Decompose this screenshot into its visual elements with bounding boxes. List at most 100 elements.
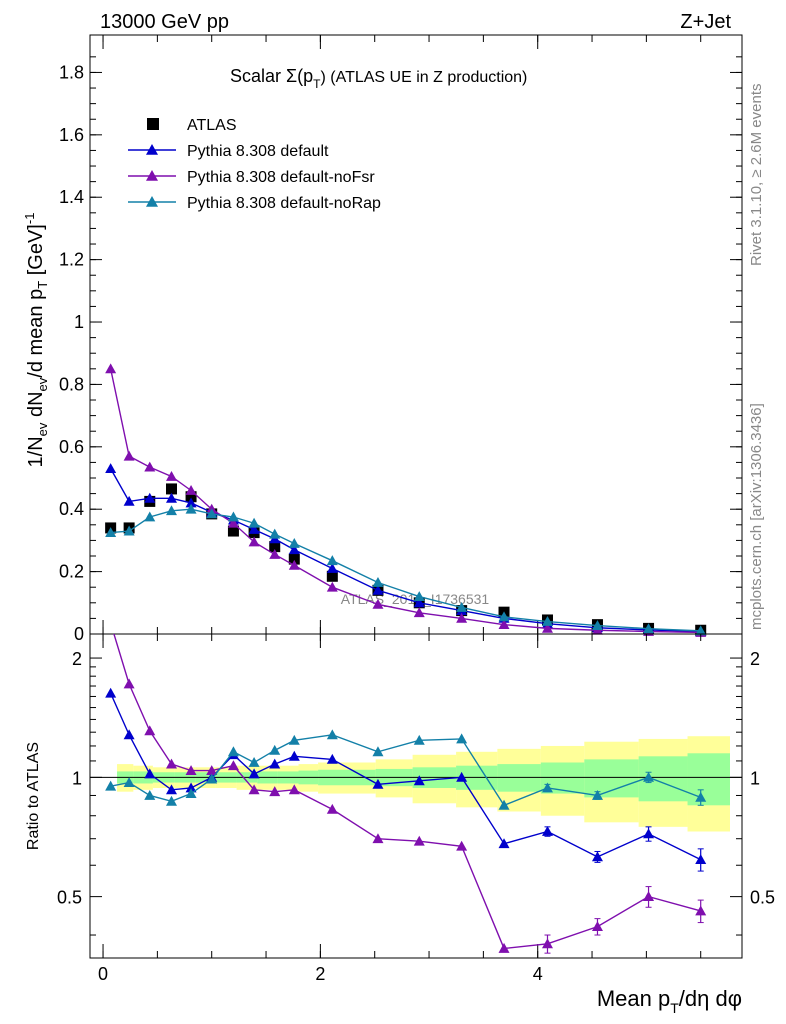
ratio-data-point [105, 618, 116, 628]
ratio-data-point [269, 744, 281, 755]
ratio-data-point [456, 733, 468, 744]
header-left: 13000 GeV pp [100, 11, 229, 33]
title-tail: ) (ATLAS UE in Z production) [321, 69, 528, 86]
data-point [166, 483, 177, 495]
ratio-data-point [166, 784, 177, 795]
ratio-data-point [269, 758, 281, 769]
ratio-plot-frame [89, 633, 743, 959]
data-point [248, 536, 260, 547]
data-point [591, 620, 603, 630]
data-point [456, 601, 468, 612]
data-point [105, 527, 117, 538]
data-point [166, 492, 177, 503]
series-3 [105, 503, 707, 636]
data-point [123, 450, 135, 461]
data-point [123, 525, 135, 536]
data-point [269, 528, 281, 539]
data-point [269, 541, 281, 553]
ratio-data-point [643, 828, 655, 839]
ratio-data-point [591, 851, 603, 862]
data-point [326, 570, 338, 582]
ratio-series-0 [105, 687, 707, 872]
data-point [269, 548, 281, 559]
ratio-data-point [227, 760, 239, 771]
data-point [227, 517, 239, 528]
ratio-data-point [456, 771, 468, 782]
data-point [413, 597, 425, 608]
main-plot-panel: 00.20.40.60.811.21.41.61.8 ATLAS_2019_I1… [22, 34, 743, 644]
x-tick-label: 0 [98, 964, 108, 984]
data-point [185, 491, 197, 503]
ratio-data-point [206, 765, 218, 775]
y-tick-label: 0.8 [59, 374, 84, 394]
x-tick-label: 4 [533, 964, 543, 984]
ratio-data-point [105, 687, 117, 698]
ratio-data-point [498, 838, 510, 849]
ratio-series-group [105, 618, 707, 954]
ratio-data-point [541, 782, 553, 793]
y-tick-label: 1.8 [59, 62, 84, 82]
mcplots-label: mcplots.cern.ch [arXiv:1306.3436] [748, 403, 765, 630]
ratio-data-point [591, 789, 603, 800]
ratio-y-tick-label-right: 0.5 [750, 888, 775, 908]
data-point [288, 559, 300, 570]
uncertainty-band-green [687, 753, 730, 806]
ratio-y-tick-label: 2 [72, 649, 82, 669]
ratio-y-tick-label: 1 [72, 768, 82, 788]
data-point [372, 584, 384, 595]
ratio-axis-ticks: 0.5 0.5 1 1 2 2 0 2 4 [57, 634, 775, 984]
legend-marker [146, 170, 158, 181]
main-y-axis-label: 1/Nev dNev/d mean pT [GeV]-1 [22, 213, 50, 468]
data-point [643, 623, 655, 634]
ratio-data-point [248, 757, 260, 767]
y-tick-label: 0.6 [59, 437, 84, 457]
data-point [185, 497, 197, 508]
series-line [110, 468, 701, 633]
x-axis-label: Mean pT/dη dφ [597, 986, 742, 1016]
ratio-data-point [643, 771, 655, 782]
data-point [123, 495, 135, 506]
data-point [144, 511, 156, 522]
ratio-data-point [456, 840, 468, 851]
data-point [206, 508, 218, 519]
legend-marker [146, 196, 158, 207]
ratio-data-point [413, 775, 425, 786]
ratio-data-point [185, 782, 197, 793]
legend-label: ATLAS [187, 117, 237, 134]
legend-label: Pythia 8.308 default-noRap [187, 195, 381, 212]
y-tick-label: 0 [74, 624, 84, 644]
data-point [105, 463, 117, 474]
ratio-data-point [123, 678, 135, 689]
main-series-group [105, 363, 707, 637]
ratio-data-point [591, 921, 603, 932]
series-line [110, 508, 701, 632]
ratio-data-point [185, 788, 197, 798]
y-tick-label: 1.4 [59, 187, 84, 207]
ratio-data-point [643, 891, 655, 902]
data-point [185, 484, 197, 495]
data-point [144, 461, 156, 472]
ratio-y-axis-label: Ratio to ATLAS [25, 742, 42, 850]
data-point [541, 622, 553, 633]
ratio-data-point [413, 835, 425, 846]
ratio-y-tick-label-right: 2 [750, 649, 760, 669]
ratio-y-tick-label: 0.5 [57, 888, 82, 908]
uncertainty-band-green [584, 759, 639, 798]
uncertainty-band-green [497, 764, 541, 792]
title-main: Scalar Σ(p [230, 66, 313, 86]
ratio-data-point [248, 768, 260, 779]
data-point [326, 581, 338, 592]
data-point [166, 470, 177, 481]
ratio-data-point [326, 803, 338, 814]
ratio-data-point [123, 777, 135, 787]
data-point [144, 492, 156, 503]
ratio-series-2 [105, 729, 707, 810]
data-point [695, 625, 707, 636]
legend-label: Pythia 8.308 default [187, 143, 329, 160]
ratio-data-point [498, 799, 510, 810]
ratio-data-point [166, 758, 177, 769]
ratio-y-tick-label-right: 1 [750, 768, 760, 788]
ratio-data-point [288, 734, 300, 745]
data-point [326, 555, 338, 566]
ratio-data-point [166, 795, 177, 806]
